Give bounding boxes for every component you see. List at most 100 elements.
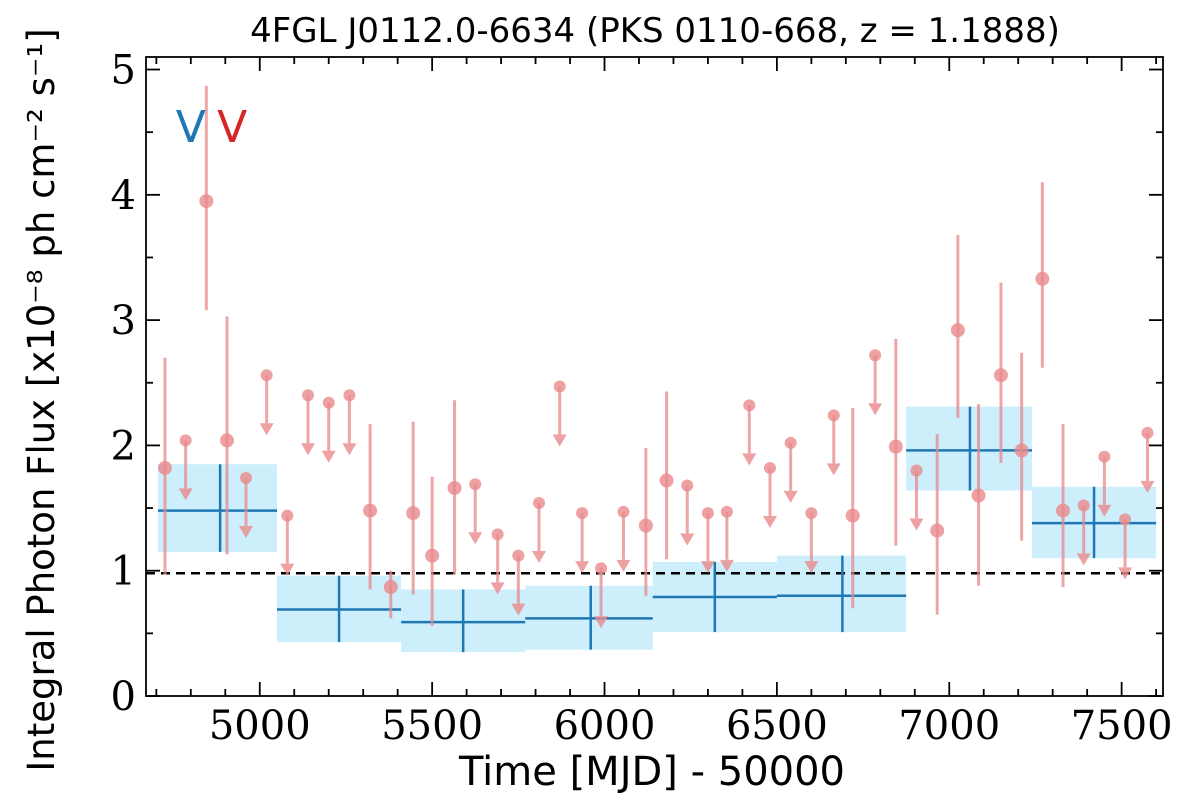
detection-point <box>220 433 235 448</box>
detection-point <box>199 194 214 209</box>
upper-limit-arrow <box>909 518 924 531</box>
upper-limit-point <box>720 505 733 518</box>
detection-point <box>659 473 674 488</box>
upper-limit-point <box>1098 450 1111 463</box>
x-tick-label: 5500 <box>381 703 483 749</box>
x-tick-label: 6500 <box>726 703 828 749</box>
upper-limit-arrow <box>1140 480 1155 493</box>
upper-limit-point <box>1077 499 1090 512</box>
upper-limit-arrow <box>511 603 526 616</box>
upper-limit-point <box>763 461 776 474</box>
y-tick-label: 5 <box>111 48 136 94</box>
detection-point <box>447 481 462 496</box>
upper-limit-point <box>260 369 273 382</box>
upper-limit-point <box>239 471 252 484</box>
detection-point <box>888 439 903 454</box>
y-axis-label: Integral Photon Flux [x10⁻⁸ ph cm⁻² s⁻¹] <box>20 28 63 771</box>
upper-limit-arrow <box>280 563 295 576</box>
detection-point <box>406 506 421 521</box>
upper-limit-point <box>869 349 882 362</box>
upper-limit-arrow <box>700 561 715 574</box>
x-tick-label: 7000 <box>898 703 1000 749</box>
upper-limit-arrow <box>575 561 590 574</box>
x-tick-label: 6000 <box>554 703 656 749</box>
detection-point <box>425 548 440 563</box>
detection-point <box>1056 503 1071 518</box>
upper-limit-arrow <box>804 561 819 574</box>
upper-limit-arrow <box>552 434 567 447</box>
upper-limit-arrow <box>1097 504 1112 517</box>
x-tick-label: 5000 <box>209 703 311 749</box>
upper-limit-point <box>681 479 694 492</box>
detection-point <box>1035 271 1050 286</box>
upper-limit-arrow <box>238 525 253 538</box>
detection-point <box>638 518 653 533</box>
upper-limit-point <box>827 409 840 422</box>
plot-frame <box>145 56 1164 697</box>
chart-title: 4FGL J0112.0-6634 (PKS 0110-668, z = 1.1… <box>250 11 1060 51</box>
upper-limit-point <box>617 505 630 518</box>
y-tick-label: 3 <box>111 298 136 344</box>
upper-limit-arrow <box>868 403 883 416</box>
axes: 5000 5500 6000 6500 7000 7500 0 1 2 3 4 5 <box>111 48 1173 749</box>
upper-limit-arrow <box>259 423 274 436</box>
upper-limit-arrow <box>321 450 336 463</box>
upper-limit-point <box>576 507 589 520</box>
upper-limit-arrow <box>342 443 357 456</box>
upper-limit-point <box>533 497 546 510</box>
upper-limit-point <box>910 464 923 477</box>
upper-limit-arrow <box>532 551 547 564</box>
upper-limit-arrow <box>783 490 798 503</box>
upper-limit-point <box>784 436 797 449</box>
upper-limit-arrow <box>616 559 631 572</box>
detection-point <box>383 579 398 594</box>
upper-limit-point <box>322 396 335 409</box>
upper-limit-point <box>701 507 714 520</box>
upper-limit-point <box>805 507 818 520</box>
upper-limit-point <box>179 434 192 447</box>
y-tick-label: 0 <box>111 674 136 720</box>
upper-limit-point <box>1119 513 1132 526</box>
annotation-label: V <box>217 102 247 153</box>
detection-point <box>157 460 172 475</box>
upper-limit-point <box>281 509 294 522</box>
binned-band <box>158 464 278 552</box>
upper-limit-point <box>553 380 566 393</box>
detection-point <box>1014 443 1029 458</box>
upper-limit-point <box>491 528 504 541</box>
upper-limit-arrow <box>1118 567 1133 580</box>
detection-point <box>993 368 1008 383</box>
upper-limit-point <box>469 478 482 491</box>
upper-limit-arrow <box>468 532 483 545</box>
detection-point <box>950 323 965 338</box>
detection-point <box>845 508 860 523</box>
upper-limit-point <box>512 549 525 562</box>
y-tick-label: 1 <box>111 549 136 595</box>
upper-limit-arrow <box>594 616 609 629</box>
upper-limit-arrow <box>826 463 841 476</box>
upper-limit-point <box>1141 426 1154 439</box>
upper-limit-arrow <box>719 559 734 572</box>
upper-limit-point <box>743 399 756 412</box>
y-tick-label: 4 <box>111 173 136 219</box>
upper-limit-point <box>595 562 608 575</box>
x-axis-label: Time [MJD] - 50000 <box>458 749 845 795</box>
upper-limit-arrow <box>680 533 695 546</box>
upper-limit-arrow <box>301 443 316 456</box>
upper-limit-point <box>343 389 356 402</box>
upper-limit-arrow <box>742 453 757 466</box>
upper-limit-arrow <box>762 515 777 528</box>
upper-limit-point <box>302 389 315 402</box>
annotation-label: V <box>176 102 206 153</box>
upper-limit-arrow <box>1076 553 1091 566</box>
y-tick-label: 2 <box>111 423 136 469</box>
detection-point <box>930 523 945 538</box>
x-tick-label: 7500 <box>1071 703 1173 749</box>
plot-content <box>146 85 1163 653</box>
detection-point <box>363 503 378 518</box>
upper-limit-arrow <box>490 582 505 595</box>
detection-point <box>971 488 986 503</box>
upper-limit-arrow <box>178 488 193 501</box>
